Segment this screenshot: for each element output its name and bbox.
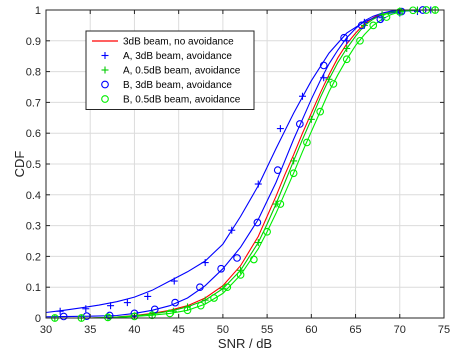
series-3-point (219, 285, 227, 293)
x-tick-label: 45 (173, 324, 185, 336)
series-2-point (107, 302, 115, 310)
legend-label: A, 3dB beam, avoidance (123, 51, 232, 62)
series-5-point (329, 80, 338, 88)
series-4-point (171, 298, 179, 307)
series-markers (50, 6, 440, 322)
series-4-point (357, 21, 366, 30)
series-line-4 (45, 9, 444, 318)
series-5-point (369, 21, 378, 30)
x-tick-label: 35 (84, 324, 96, 336)
series-line-3 (46, 9, 444, 319)
x-tick-label: 30 (40, 324, 52, 336)
series-4-point (273, 166, 282, 175)
x-tick-label: 50 (217, 324, 229, 336)
series-2-point (56, 307, 64, 315)
legend-label: 3dB beam, no avoidance (123, 37, 234, 48)
series-5-point (316, 107, 325, 116)
series-5-point (183, 306, 192, 315)
series-3-point (343, 45, 351, 52)
x-tick-label: 40 (128, 324, 140, 336)
legend-marker-swatch (101, 95, 109, 103)
series-2-point (123, 299, 131, 307)
series-4-point (319, 61, 328, 70)
legend: 3dB beam, no avoidance A, 3dB beam, avoid… (85, 30, 255, 110)
y-tick-label: 0.3 (26, 221, 41, 233)
y-tick-label: 0.2 (26, 251, 41, 263)
series-2-point (82, 305, 90, 313)
series-3-point (325, 75, 333, 83)
series-2-point (320, 74, 328, 82)
series-5-point (249, 255, 258, 264)
series-4-point (217, 264, 225, 273)
y-tick-label: 0.5 (26, 159, 41, 171)
series-2-point (254, 180, 262, 188)
y-tick-label: 0.9 (26, 36, 41, 48)
series-4-point (196, 283, 204, 292)
series-5-point (289, 169, 298, 178)
x-tick-label: 55 (261, 324, 273, 336)
legend-marker-swatch (101, 66, 109, 74)
axis-ticks: 30 35 40 45 50 55 60 65 70 75 0 0.1 0.2 0.3 0.4 0.5 0.6 0… (26, 5, 450, 336)
series-2-point (228, 226, 236, 234)
series-2-point (201, 259, 209, 267)
series-5-point (165, 309, 174, 318)
series-5-point (342, 55, 351, 64)
series-3-point (307, 115, 315, 123)
series-3-point (201, 296, 209, 304)
legend-label: B, 0.5dB beam, avoidance (123, 95, 241, 106)
legend-marker-swatch (101, 52, 109, 59)
series-4-point (253, 218, 262, 227)
series-5-point (303, 138, 311, 147)
legend-marker-swatch (101, 80, 109, 89)
series-3-point (237, 266, 245, 274)
series-5-point (382, 13, 391, 21)
x-tick-label: 65 (349, 324, 361, 336)
y-tick-label: 0.1 (26, 282, 41, 294)
y-tick-label: 0.6 (26, 128, 41, 140)
series-3-point (272, 200, 280, 208)
series-4-point (340, 33, 348, 42)
series-5-point (276, 200, 285, 208)
legend-box (85, 30, 255, 110)
series-3-point (104, 313, 112, 321)
series-5-point (236, 271, 245, 279)
y-tick-label: 0.4 (26, 190, 41, 202)
series-2-point (276, 125, 284, 133)
x-axis-label: SNR / dB (218, 336, 272, 351)
legend-label: A, 0.5dB beam, avoidance (123, 66, 241, 77)
series-5-point (104, 313, 112, 322)
series-5-point (395, 7, 404, 16)
x-tick-label: 70 (394, 324, 406, 336)
series-2-point (170, 277, 178, 285)
series-5-point (130, 312, 139, 321)
series-2-point (144, 292, 152, 300)
y-tick-label: 0.8 (26, 67, 41, 79)
series-5-point (196, 301, 205, 310)
legend-label: B, 3dB beam, avoidance (123, 80, 232, 91)
series-3-point (290, 157, 298, 165)
series-5-point (223, 283, 232, 292)
series-5-point (148, 311, 156, 320)
y-axis-label: CDF (12, 151, 27, 178)
series-5-point (210, 294, 218, 302)
series-4-point (233, 254, 241, 262)
y-tick-label: 0 (35, 313, 41, 325)
series-4-point (59, 312, 68, 321)
series-5-point (356, 36, 364, 45)
y-tick-label: 1 (35, 5, 41, 17)
series-3-point (254, 239, 262, 247)
x-tick-label: 75 (438, 324, 450, 336)
y-tick-label: 0.7 (26, 97, 41, 109)
series-2-point (298, 92, 306, 100)
series-4-point (105, 311, 114, 320)
x-tick-label: 60 (305, 324, 317, 336)
series-line-5 (46, 9, 444, 319)
series-5-point (263, 227, 271, 236)
series-4-point (295, 120, 304, 128)
